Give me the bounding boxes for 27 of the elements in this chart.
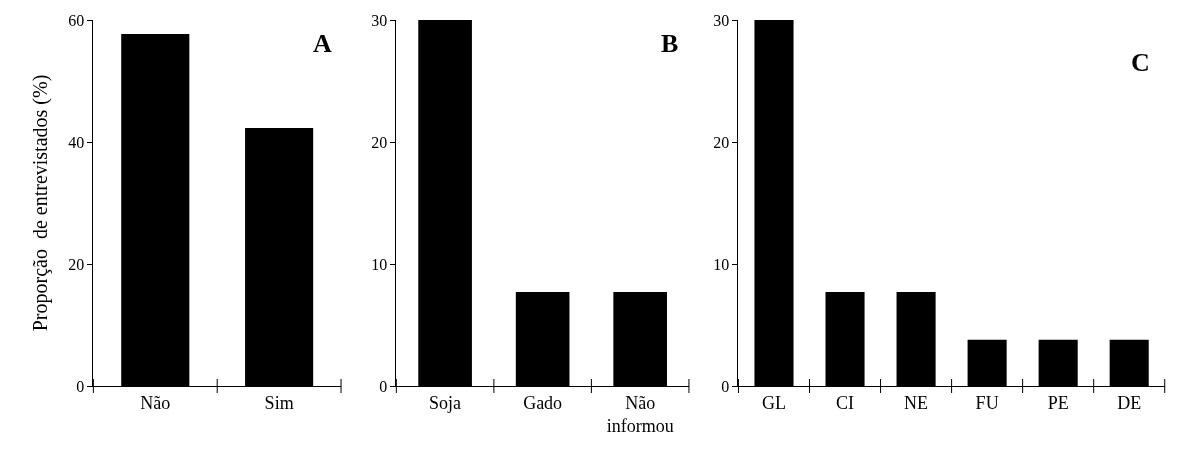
- x-tick-label: GL: [762, 392, 786, 413]
- y-tick-label: 20: [68, 255, 85, 273]
- x-tick-label: Sim: [264, 392, 294, 413]
- x-tick-label: Não: [140, 392, 171, 413]
- y-tick-label: 0: [76, 377, 85, 395]
- x-tick-label: PE: [1047, 392, 1069, 413]
- x-tick-label: CI: [836, 392, 855, 413]
- y-tick-label: 10: [371, 255, 388, 273]
- x-tick-label: Gado: [523, 392, 563, 413]
- y-tick-label: 60: [68, 11, 85, 29]
- y-tick-label: 30: [371, 11, 388, 29]
- text: C: [1131, 48, 1150, 77]
- y-tick-label: 40: [68, 133, 85, 151]
- y-tick-label: 10: [713, 255, 730, 273]
- y-tick-label: 20: [713, 133, 730, 151]
- chart-title: A: [313, 29, 332, 58]
- x-tick-label: NE: [904, 392, 929, 413]
- chart-title: B: [661, 29, 679, 58]
- y-tick-label: 0: [721, 377, 730, 395]
- x-tick-label: FU: [975, 392, 999, 413]
- y-tick-label: 20: [371, 133, 388, 151]
- y-tick-label: 30: [713, 11, 730, 29]
- y-axis-title: Proporção de entrevistados (%): [28, 74, 52, 332]
- y-tick-label: 0: [379, 377, 388, 395]
- x-tick-label: DE: [1117, 392, 1142, 413]
- x-tick-label: Não informou: [606, 392, 674, 436]
- x-tick-label: Soja: [429, 392, 462, 413]
